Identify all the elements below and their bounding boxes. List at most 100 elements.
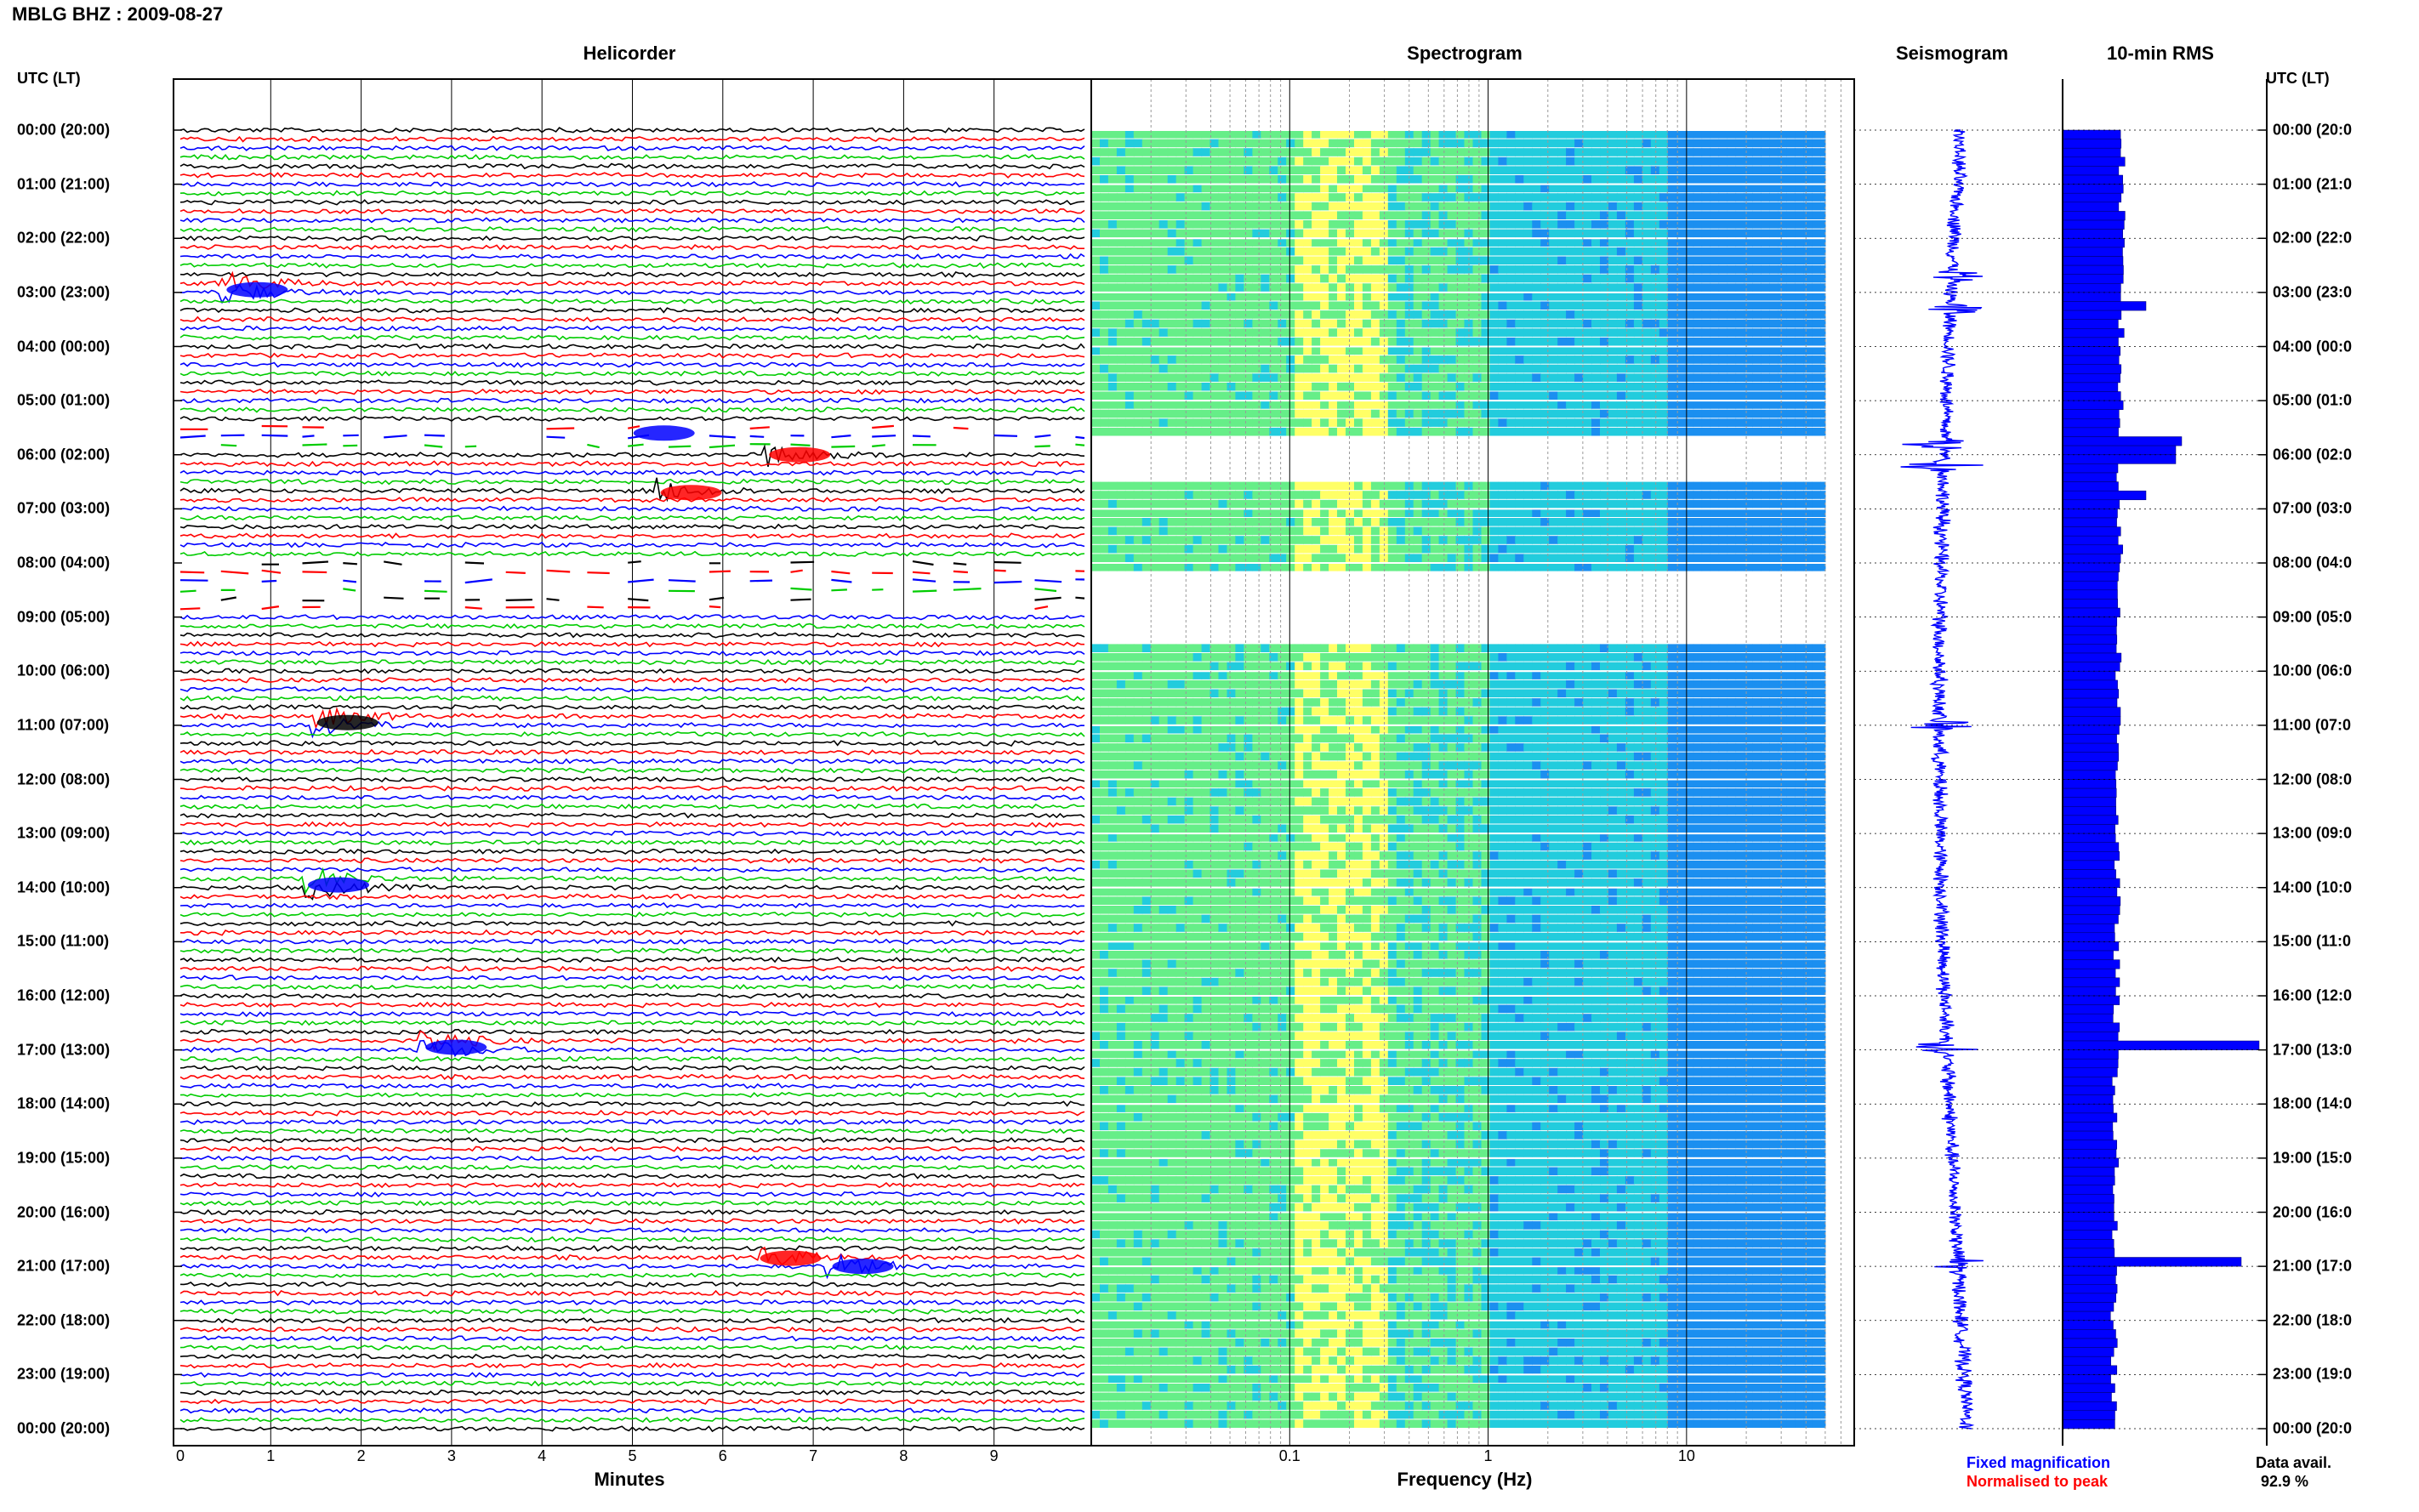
helicorder-trace xyxy=(179,262,1085,270)
spectrogram-cell xyxy=(1100,563,1109,571)
spectrogram-cell xyxy=(1820,491,1826,499)
spectrogram-cell xyxy=(1769,139,1779,148)
spectrogram-cell xyxy=(1769,481,1779,491)
spectrogram-cell xyxy=(1684,274,1694,283)
spectrogram-cell xyxy=(1201,274,1211,283)
spectrogram-cell xyxy=(1574,229,1584,238)
spectrogram-cell xyxy=(1346,401,1355,409)
spectrogram-cell xyxy=(1659,427,1669,436)
spectrogram-cell xyxy=(1549,156,1558,166)
spectrogram-cell xyxy=(1583,166,1592,174)
helicorder-trace xyxy=(179,703,1084,711)
spectrogram-cell xyxy=(1625,698,1635,707)
spectrogram-cell xyxy=(1261,247,1270,256)
spectrogram-cell xyxy=(1295,319,1304,328)
spectrogram-cell xyxy=(1710,662,1720,671)
spectrogram-cell xyxy=(1803,319,1813,328)
spectrogram-cell xyxy=(1413,346,1423,355)
spectrogram-cell xyxy=(1523,662,1533,671)
spectrogram-cell xyxy=(1227,544,1237,554)
spectrogram-cell xyxy=(1227,283,1237,292)
spectrogram-cell xyxy=(1303,139,1312,148)
spectrogram-cell xyxy=(1167,319,1177,328)
spectrogram-cell xyxy=(1769,202,1779,211)
spectrogram-cell xyxy=(1642,707,1652,716)
spectrogram-cell xyxy=(1175,247,1186,256)
spectrogram-cell xyxy=(1201,671,1211,679)
spectrogram-cell xyxy=(1337,671,1346,679)
spectrogram-cell xyxy=(1795,554,1804,562)
spectrogram-cell xyxy=(1320,364,1329,373)
spectrogram-cell xyxy=(1625,644,1635,652)
spectrogram-cell xyxy=(1693,166,1703,174)
spectrogram-cell xyxy=(1498,211,1507,219)
spectrogram-cell xyxy=(1100,184,1109,193)
spectrogram-cell xyxy=(1379,518,1389,526)
spectrogram-cell xyxy=(1269,328,1278,337)
spectrogram-cell xyxy=(1312,481,1321,491)
spectrogram-cell xyxy=(1583,526,1592,536)
spectrogram-cell xyxy=(1523,355,1533,364)
spectrogram-cell xyxy=(1201,563,1211,571)
spectrogram-cell xyxy=(1337,292,1346,301)
spectrogram-cell xyxy=(1278,418,1287,427)
spectrogram-cell xyxy=(1727,698,1737,707)
spectrogram-cell xyxy=(1370,427,1380,436)
helicorder-trace xyxy=(179,298,1085,305)
spectrogram-cell xyxy=(1710,418,1720,427)
spectrogram-cell xyxy=(1650,427,1660,436)
spectrogram-cell xyxy=(1600,499,1609,509)
spectrogram-cell xyxy=(1744,554,1753,562)
spectrogram-cell xyxy=(1489,166,1499,174)
spectrogram-cell xyxy=(1515,644,1524,652)
spectrogram-cell xyxy=(1650,401,1660,409)
spectrogram-cell xyxy=(1523,211,1533,219)
spectrogram-cell xyxy=(1192,319,1203,328)
spectrogram-cell xyxy=(1210,671,1220,679)
spectrogram-cell xyxy=(1312,544,1321,554)
spectrogram-cell xyxy=(1464,211,1474,219)
spectrogram-cell xyxy=(1346,536,1355,544)
spectrogram-cell xyxy=(1795,536,1804,544)
spectrogram-cell xyxy=(1676,526,1686,536)
spectrogram-cell xyxy=(1261,301,1270,310)
spectrogram-cell xyxy=(1438,247,1449,256)
spectrogram-cell xyxy=(1210,734,1220,743)
spectrogram-cell xyxy=(1752,265,1762,274)
spectrogram-cell xyxy=(1608,229,1618,238)
spectrogram-cell xyxy=(1421,662,1431,671)
spectrogram-cell xyxy=(1727,544,1737,554)
spectrogram-cell xyxy=(1591,554,1601,562)
spectrogram-cell xyxy=(1430,644,1440,652)
spectrogram-cell xyxy=(1583,156,1592,166)
spectrogram-cell xyxy=(1303,220,1312,229)
spectrogram-cell xyxy=(1481,175,1491,184)
spectrogram-cell xyxy=(1795,373,1804,382)
spectrogram-cell xyxy=(1735,148,1745,156)
spectrogram-cell xyxy=(1659,725,1669,734)
spectrogram-cell xyxy=(1795,409,1804,418)
spectrogram-cell xyxy=(1532,725,1541,734)
spectrogram-cell xyxy=(1175,256,1186,265)
spectrogram-cell xyxy=(1718,193,1728,202)
spectrogram-cell xyxy=(1141,130,1152,139)
spectrogram-cell xyxy=(1591,725,1601,734)
helicorder-trace xyxy=(179,378,1085,386)
spectrogram-cell xyxy=(1489,310,1499,319)
spectrogram-cell xyxy=(1616,563,1626,571)
spectrogram-cell xyxy=(1489,319,1499,328)
spectrogram-cell xyxy=(1192,679,1203,689)
spectrogram-cell xyxy=(1354,310,1363,319)
spectrogram-cell xyxy=(1430,481,1440,491)
spectrogram-cell xyxy=(1616,698,1626,707)
spectrogram-cell xyxy=(1659,148,1669,156)
spectrogram-cell xyxy=(1303,391,1312,401)
spectrogram-cell xyxy=(1752,337,1762,346)
spectrogram-cell xyxy=(1184,518,1194,526)
spectrogram-cell xyxy=(1549,139,1558,148)
spectrogram-cell xyxy=(1175,418,1186,427)
spectrogram-cell xyxy=(1472,156,1483,166)
spectrogram-cell xyxy=(1150,707,1160,716)
spectrogram-cell xyxy=(1718,401,1728,409)
spectrogram-cell xyxy=(1455,418,1466,427)
